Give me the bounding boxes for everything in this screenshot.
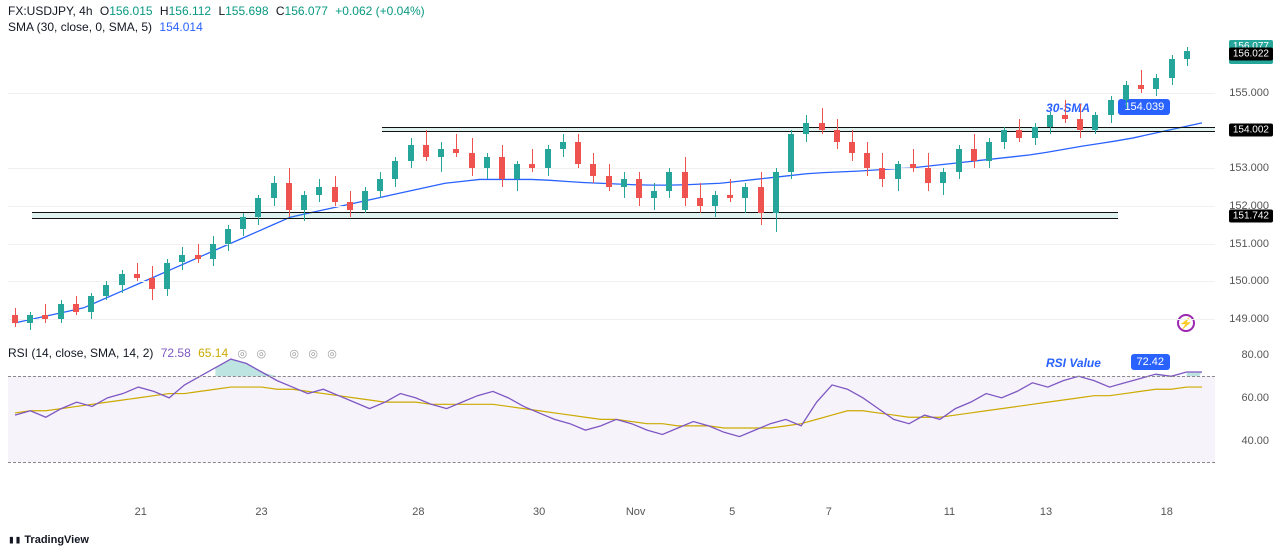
time-tick: 30 (533, 506, 545, 518)
time-tick: 18 (1161, 506, 1173, 518)
rsi-ytick: 40.00 (1241, 435, 1269, 447)
visibility-icon[interactable]: ◎ (237, 348, 247, 360)
time-tick: 21 (135, 506, 147, 518)
time-tick: 7 (826, 506, 832, 518)
change-pct: (+0.04%) (376, 4, 425, 18)
price-badge: 156.022 (1229, 48, 1273, 61)
rsi-annotation-label: RSI Value (1046, 356, 1101, 370)
time-axis[interactable]: 21 23 28 30 Nov 5 7 11 13 18 (8, 502, 1215, 526)
rsi-y-axis[interactable]: 40.00 60.00 80.00 (1217, 344, 1275, 484)
price-ytick: 150.000 (1229, 275, 1269, 287)
price-zone (382, 127, 1215, 133)
price-zone (32, 212, 1118, 220)
visibility-icon[interactable]: ◎ (256, 348, 266, 360)
change: +0.062 (335, 4, 372, 18)
price-pane[interactable]: 30-SMA 154.039 (8, 36, 1215, 338)
time-tick: 11 (944, 506, 955, 518)
rsi-pane[interactable]: RSI (14, close, SMA, 14, 2) 72.58 65.14 … (8, 344, 1215, 484)
rsi-sma-value: 65.14 (198, 346, 228, 360)
time-tick: 5 (729, 506, 735, 518)
time-tick: 28 (412, 506, 424, 518)
price-badge: 151.742 (1229, 209, 1273, 222)
time-tick: 23 (255, 506, 267, 518)
ohlc-low: 155.698 (225, 4, 268, 18)
sma-annotation-label: 30-SMA (1046, 101, 1090, 115)
ohlc-high: 156.112 (169, 4, 212, 18)
chart-container: FX:USDJPY, 4h O156.015 H156.112 L155.698… (0, 0, 1275, 550)
price-svg (8, 36, 1215, 338)
rsi-ytick: 80.00 (1241, 349, 1269, 361)
ticker-header: FX:USDJPY, 4h O156.015 H156.112 L155.698… (8, 4, 425, 18)
interval[interactable]: 4h (79, 4, 92, 18)
sma-value: 154.014 (159, 20, 202, 34)
tradingview-logo[interactable]: ▮▮ TradingView (8, 533, 89, 546)
rsi-ytick: 60.00 (1241, 392, 1269, 404)
price-ytick: 149.000 (1229, 313, 1269, 325)
settings-icon[interactable]: ◎ (289, 348, 299, 360)
more-icon[interactable]: ◎ (327, 348, 337, 360)
price-badge: 154.002 (1229, 124, 1273, 137)
symbol[interactable]: FX:USDJPY (8, 4, 72, 18)
price-ytick: 153.000 (1229, 162, 1269, 174)
ohlc-open: 156.015 (109, 4, 152, 18)
time-tick: Nov (626, 506, 646, 518)
time-tick: 13 (1040, 506, 1052, 518)
rsi-annotation-badge: 72.42 (1131, 354, 1171, 370)
price-ytick: 151.000 (1229, 238, 1269, 250)
ohlc-close: 156.077 (285, 4, 328, 18)
rsi-value: 72.58 (161, 346, 191, 360)
rsi-indicator-header[interactable]: RSI (14, close, SMA, 14, 2) 72.58 65.14 … (8, 346, 337, 360)
price-ytick: 155.000 (1229, 87, 1269, 99)
delete-icon[interactable]: ◎ (308, 348, 318, 360)
price-y-axis[interactable]: 149.000150.000151.000152.000153.000155.0… (1217, 36, 1275, 338)
refresh-icon[interactable] (1177, 314, 1195, 332)
sma-indicator-header[interactable]: SMA (30, close, 0, SMA, 5) 154.014 (8, 20, 203, 34)
